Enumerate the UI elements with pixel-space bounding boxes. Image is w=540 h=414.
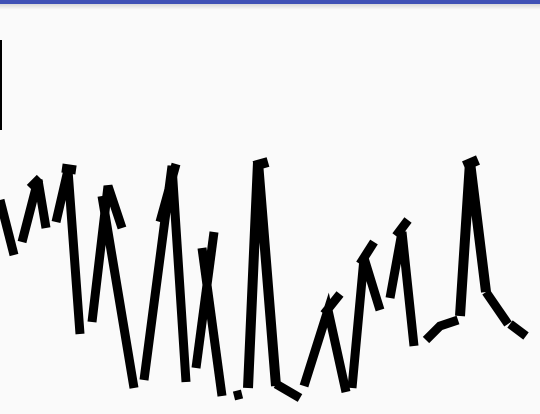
stroke-5 <box>51 168 85 335</box>
stroke-2 <box>0 198 19 257</box>
stroke-23 <box>422 315 460 344</box>
stroke-6 <box>61 163 77 175</box>
app-bar-shadow <box>0 4 540 10</box>
stroke-20 <box>356 239 378 267</box>
stroke-8 <box>97 195 139 389</box>
stroke-14 <box>243 161 281 389</box>
stroke-22 <box>392 217 412 239</box>
drawing-surface[interactable] <box>0 4 540 414</box>
stroke-10 <box>155 162 181 224</box>
stroke-17 <box>299 292 351 393</box>
stroke-21 <box>385 231 419 347</box>
stroke-4 <box>26 174 44 192</box>
stroke-26 <box>482 289 512 327</box>
app-bar <box>0 0 540 4</box>
drawing-canvas[interactable] <box>0 4 540 414</box>
stroke-24 <box>455 161 491 317</box>
stroke-25 <box>462 155 480 171</box>
stroke-16 <box>273 380 303 402</box>
stroke-7 <box>87 184 127 323</box>
stroke-13 <box>232 389 244 401</box>
stroke-12 <box>197 247 227 397</box>
stroke-18 <box>320 291 344 317</box>
stroke-19 <box>347 256 385 389</box>
stroke-27 <box>507 320 529 340</box>
stroke-15 <box>252 157 270 171</box>
